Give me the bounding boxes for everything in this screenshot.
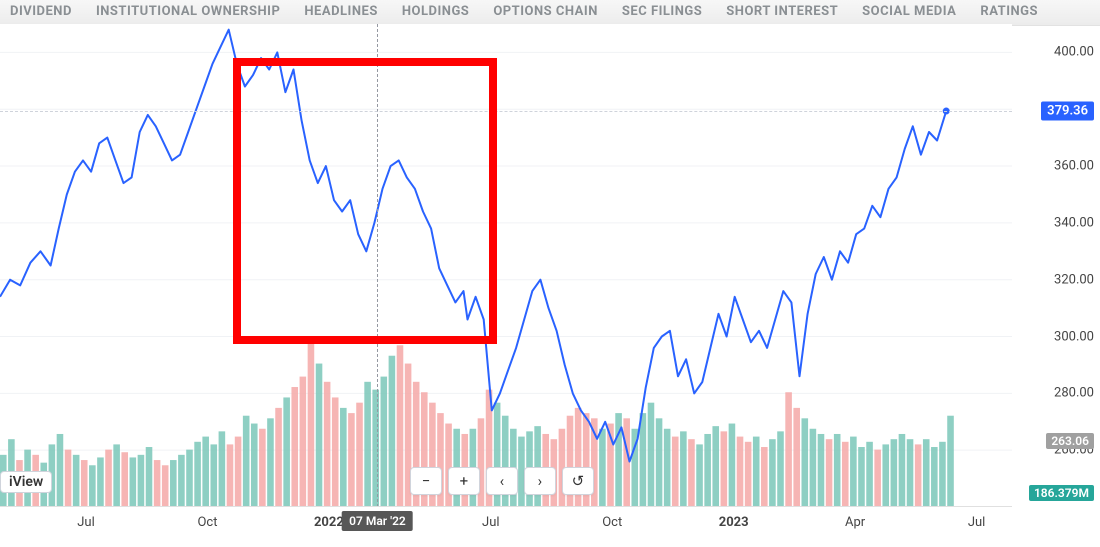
tab-ratings[interactable]: RATINGS xyxy=(980,4,1038,19)
volume-value-badge: 186.379M xyxy=(1029,485,1094,501)
scroll-right-button[interactable]: › xyxy=(524,467,556,495)
x-tick: 2023 xyxy=(719,515,749,530)
x-tick: Jul xyxy=(77,515,95,530)
secondary-axis-badge: 263.06 xyxy=(1046,433,1094,449)
tab-options-chain[interactable]: OPTIONS CHAIN xyxy=(493,4,598,19)
y-tick: 360.00 xyxy=(1054,159,1094,174)
y-tick: 300.00 xyxy=(1054,329,1094,344)
tab-social-media[interactable]: SOCIAL MEDIA xyxy=(862,4,956,19)
y-tick: 320.00 xyxy=(1054,272,1094,287)
y-tick: 340.00 xyxy=(1054,215,1094,230)
tab-holdings[interactable]: HOLDINGS xyxy=(402,4,469,19)
zoom-in-button[interactable]: + xyxy=(448,467,480,495)
chart-nav-toolbar: − + ‹ › ↺ xyxy=(410,467,594,495)
price-chart-svg xyxy=(0,24,1012,507)
y-tick: 280.00 xyxy=(1054,386,1094,401)
current-price-badge: 379.36 xyxy=(1041,102,1094,121)
x-tick: Jul xyxy=(482,515,500,530)
chart-plot-area[interactable]: − + ‹ › ↺ iView xyxy=(0,24,1012,507)
x-tick: Apr xyxy=(845,515,865,530)
chart-provider-badge[interactable]: iView xyxy=(0,471,52,493)
x-axis: Jul Oct 2022 Jul Oct 2023 Apr Jul 07 Mar '22 xyxy=(0,506,1012,547)
y-axis: 260.00280.00300.00320.00340.00360.00380.… xyxy=(1012,24,1100,507)
y-tick: 400.00 xyxy=(1054,45,1094,60)
tab-strip: DIVIDEND INSTITUTIONAL OWNERSHIP HEADLINES… xyxy=(0,0,1100,26)
reset-button[interactable]: ↺ xyxy=(562,467,594,495)
x-tick: 2022 xyxy=(314,515,344,530)
x-tick: Jul xyxy=(968,515,986,530)
x-tick: Oct xyxy=(197,515,217,530)
tab-headlines[interactable]: HEADLINES xyxy=(304,4,378,19)
tab-sec-filings[interactable]: SEC FILINGS xyxy=(622,4,702,19)
tab-institutional-ownership[interactable]: INSTITUTIONAL OWNERSHIP xyxy=(96,4,280,19)
x-tick: Oct xyxy=(602,515,622,530)
tab-dividend[interactable]: DIVIDEND xyxy=(10,4,72,19)
tab-short-interest[interactable]: SHORT INTEREST xyxy=(726,4,838,19)
stock-chart-widget: DIVIDEND INSTITUTIONAL OWNERSHIP HEADLINES… xyxy=(0,0,1100,547)
zoom-out-button[interactable]: − xyxy=(410,467,442,495)
scroll-left-button[interactable]: ‹ xyxy=(486,467,518,495)
crosshair-date-badge: 07 Mar '22 xyxy=(342,511,413,531)
